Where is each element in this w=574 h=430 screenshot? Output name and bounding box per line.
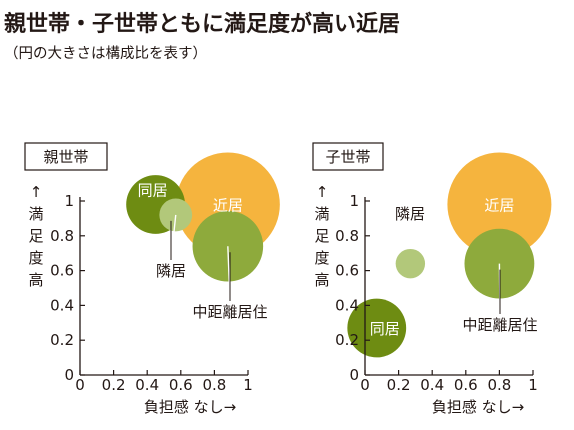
y-axis-arrow: ↑ (30, 183, 43, 201)
y-axis-label-char: 度 (314, 249, 329, 267)
bubble-label: 同居 (370, 320, 400, 338)
x-tick-label: 0 (75, 376, 85, 394)
y-axis-arrow: ↑ (316, 183, 329, 201)
y-axis-label-char: 高 (28, 271, 43, 289)
x-tick-label: 0.2 (102, 376, 126, 394)
y-tick-label: 0.4 (335, 296, 359, 314)
x-tick-label: 0.6 (454, 376, 478, 394)
y-tick-label: 0 (64, 366, 74, 384)
x-tick-label: 0.4 (135, 376, 159, 394)
y-axis-label-char: 足 (28, 227, 43, 245)
bubble-label: 中距離居住 (192, 303, 267, 321)
y-tick-label: 0.2 (50, 331, 74, 349)
y-tick-label: 0.6 (335, 262, 359, 280)
bubble-label: 近居 (484, 196, 514, 214)
y-axis-label-char: 高 (314, 271, 329, 289)
x-axis-label: 負担感 なし→ (432, 398, 524, 416)
y-tick-label: 0 (349, 366, 359, 384)
panel-label-box (24, 142, 108, 171)
y-axis-label-char: 満 (314, 205, 329, 223)
x-tick-label: 0.8 (202, 376, 226, 394)
y-axis-label-char: 度 (28, 249, 43, 267)
y-tick-label: 0.2 (335, 331, 359, 349)
bubble-label: 同居 (138, 181, 168, 199)
bubble-label: 中距離居住 (462, 316, 537, 334)
y-tick-label: 1 (349, 192, 359, 210)
chart-subtitle: （円の大きさは構成比を表す） (4, 46, 207, 62)
y-tick-label: 0.8 (335, 227, 359, 245)
x-tick-label: 0 (360, 376, 370, 394)
bubble-label: 隣居 (156, 262, 186, 280)
y-tick-label: 0.4 (50, 296, 74, 314)
y-tick-label: 0.6 (50, 262, 74, 280)
y-axis-label-char: 足 (314, 227, 329, 245)
x-tick-label: 1 (243, 376, 253, 394)
x-tick-label: 0.8 (487, 376, 511, 394)
bubble-同居 (347, 298, 407, 358)
y-tick-label: 0.8 (50, 227, 74, 245)
panel-label-box (312, 142, 384, 171)
y-axis-label-char: 満 (28, 205, 43, 223)
y-tick-label: 1 (64, 192, 74, 210)
panel-label: 親世帯 (43, 148, 88, 166)
bubble-label: 隣居 (395, 205, 425, 223)
x-tick-label: 0.4 (420, 376, 444, 394)
x-tick-label: 1 (528, 376, 538, 394)
x-tick-label: 0.6 (169, 376, 193, 394)
bubble-隣居 (395, 248, 426, 279)
panel-label: 子世帯 (325, 148, 370, 166)
x-axis-label: 負担感 なし→ (144, 398, 236, 416)
bubble-近居 (447, 152, 552, 257)
x-tick-label: 0.2 (387, 376, 411, 394)
bubble-label: 近居 (213, 196, 243, 214)
leader-line (170, 214, 177, 261)
chart-title: 親世帯・子世帯ともに満足度が高い近居 (4, 12, 401, 37)
